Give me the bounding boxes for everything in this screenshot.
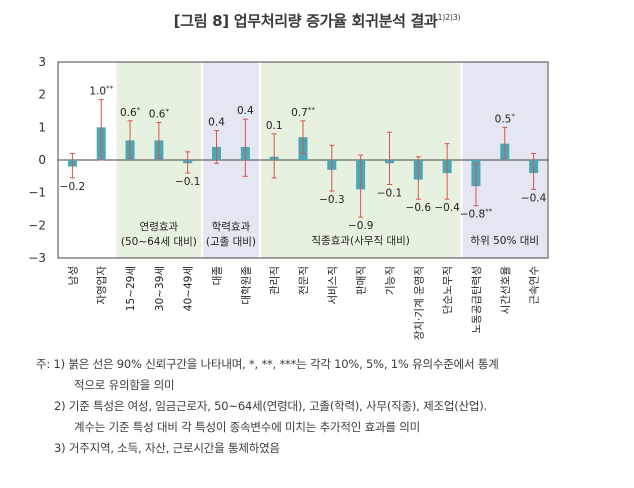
y-tick-label: 3 [38,55,46,69]
group-label: 직종효과(사무직 대비) [311,235,409,247]
note-line-5: 3) 거주지역, 소득, 자산, 근로시간을 통제하였음 [54,441,280,455]
data-label: 0.4 [208,117,225,129]
group-label-sub: (고졸 대비) [206,236,256,248]
chart-notes: 주: 1) 붉은 선은 90% 신뢰구간을 나타내며, *, **, ***는 … [36,354,626,459]
group-label: 학력효과 [212,221,251,233]
x-tick-label: 자영업자 [95,266,108,305]
group-label-sub: (50~64세 대비) [121,236,197,248]
x-tick-label: 관리직 [269,266,281,295]
x-tick-label: 40~49세 [183,266,195,311]
regression-chart: 3 2 1 0 −1 −2 −3 연령효과 (50~64세 대비) 학력효과 (고졸 대비) 직종효과… [28,55,549,340]
x-tick-label: 근속연수 [529,266,541,305]
x-tick-label: 단순노무직 [442,266,454,314]
x-tick-label: 기능직 [384,266,396,295]
data-label: −0.2 [60,181,86,193]
note-line-4: 계수는 기준 특성 대비 각 특성이 종속변수에 미치는 추가적인 효과를 의미 [74,420,420,434]
data-label: 0.1 [266,120,283,132]
data-label: 0.6* [120,106,141,119]
note-line-1: 주: 1) 붉은 선은 90% 신뢰구간을 나타내며, *, **, ***는 … [36,357,499,371]
x-tick-label: 장치·기계 운영직 [413,266,425,340]
x-tick-label: 15~29세 [125,266,137,311]
chart-title-footnote-marks: 1)2)3) [437,13,461,22]
x-tick-label: 전문직 [298,266,310,295]
data-label: −0.1 [377,188,403,200]
x-tick-label: 서비스직 [327,266,339,305]
x-tick-label: 대학원졸 [240,266,252,305]
data-label: 0.6* [149,107,170,120]
data-label: −0.3 [319,194,345,206]
x-tick-label: 판매직 [356,266,368,295]
y-tick-label: 0 [38,153,46,167]
x-tick-label: 시간선호율 [500,266,512,315]
note-line-3: 2) 기준 특성은 여성, 임금근로자, 50~64세(연령대), 고졸(학력)… [54,399,487,413]
y-tick-label: 1 [38,120,46,134]
data-label: −0.4 [521,192,547,204]
y-tick-label: −2 [28,218,46,232]
data-label: −0.4 [434,202,460,214]
group-label: 하위 50% 대비 [470,234,539,247]
group-label: 연령효과 [140,221,179,233]
note-line-2: 적으로 유의함을 의미 [74,378,175,392]
data-label: 1.0** [89,85,113,98]
chart-title-text: [그림 8] 업무처리량 증가율 회귀분석 결과 [173,12,438,30]
chart-title: [그림 8] 업무처리량 증가율 회귀분석 결과1)2)3) [0,10,634,31]
x-tick-label: 대졸 [212,266,224,286]
data-label: 0.5* [495,112,516,125]
y-tick-label: 2 [38,88,46,102]
y-tick-label: −3 [28,251,46,265]
data-label: −0.6 [406,202,432,214]
x-tick-label: 30~39세 [154,266,166,311]
data-label: −0.9 [348,220,374,232]
data-label: −0.8** [460,208,493,221]
x-tick-label: 남성 [67,266,79,285]
data-label: 0.7** [291,106,315,119]
x-tick-label: 노동공급탄력성 [471,266,483,334]
data-label: 0.4 [237,105,254,117]
data-label: −0.1 [175,176,201,188]
y-tick-label: −1 [28,186,46,200]
